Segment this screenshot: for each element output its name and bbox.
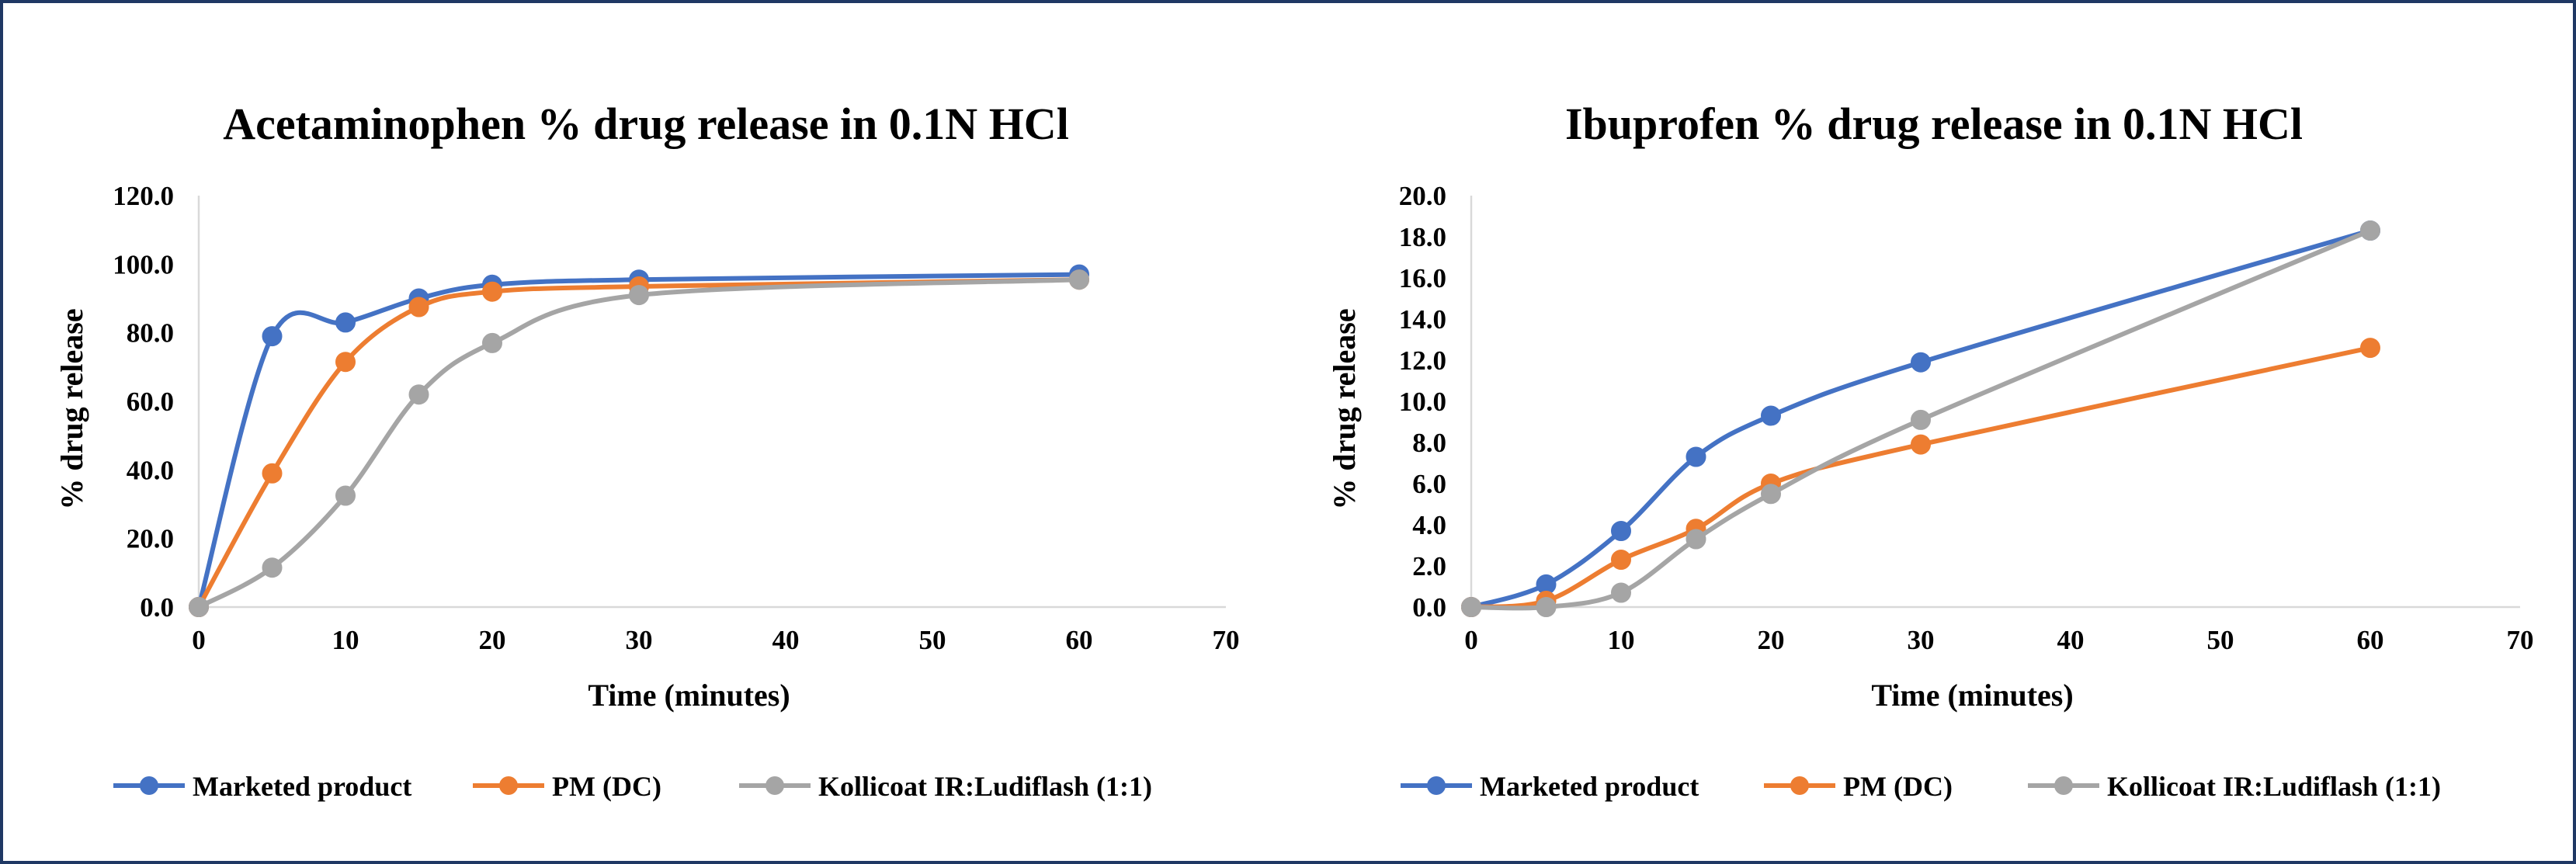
figure-canvas: Acetaminophen % drug release in 0.1N HCl… — [54, 99, 2534, 802]
series-point-1 — [1686, 446, 1706, 467]
x-tick-label: 30 — [1908, 625, 1935, 655]
y-tick-label: 60.0 — [127, 387, 174, 417]
legend-marker-2 — [1790, 776, 1809, 795]
series-point-2 — [408, 297, 429, 317]
y-tick-label: 0.0 — [140, 592, 174, 623]
series-point-2 — [1611, 550, 1631, 570]
series-point-3 — [482, 332, 502, 353]
legend-label-3: Kollicoat IR:Ludiflash (1:1) — [2107, 771, 2441, 802]
series-point-1 — [335, 312, 356, 333]
chart-1: Acetaminophen % drug release in 0.1N HCl… — [54, 99, 1240, 802]
x-tick-label: 60 — [1066, 625, 1093, 655]
y-axis-title: % drug release — [54, 308, 89, 509]
y-tick-label: 12.0 — [1399, 345, 1446, 376]
chart-title: Acetaminophen % drug release in 0.1N HCl — [223, 99, 1069, 149]
legend-label-2: PM (DC) — [552, 771, 661, 802]
series-point-2 — [335, 352, 356, 373]
chart-2: Ibuprofen % drug release in 0.1N HCl 0.0 2… — [1327, 99, 2534, 802]
legend-marker-1 — [140, 776, 158, 795]
x-tick-label: 0 — [1464, 625, 1478, 655]
series-point-3 — [408, 384, 429, 405]
y-tick-label: 4.0 — [1412, 510, 1446, 540]
series-line-3 — [196, 277, 1081, 609]
series-point-3 — [1686, 529, 1706, 550]
series-point-3 — [1761, 484, 1781, 505]
legend-marker-3 — [2054, 776, 2073, 795]
series-point-3 — [1611, 582, 1631, 603]
legend-marker-3 — [766, 776, 784, 795]
x-axis-title: Time (minutes) — [1871, 678, 2073, 713]
chart-title: Ibuprofen % drug release in 0.1N HCl — [1565, 99, 2303, 149]
series-line-1 — [1469, 228, 2373, 609]
y-tick-label: 0.0 — [1412, 592, 1446, 623]
legend-label-1: Marketed product — [193, 771, 411, 802]
x-tick-label: 40 — [2057, 625, 2085, 655]
series-point-2 — [482, 281, 502, 302]
series-line-2 — [1469, 345, 2373, 609]
x-tick-label: 50 — [919, 625, 946, 655]
legend-label-3: Kollicoat IR:Ludiflash (1:1) — [818, 771, 1152, 802]
series-point-3 — [262, 557, 283, 578]
series-point-3 — [1461, 597, 1481, 617]
series-point-1 — [1761, 405, 1781, 426]
series-point-3 — [1069, 269, 1089, 290]
y-tick-label: 14.0 — [1399, 304, 1446, 335]
series-point-3 — [1911, 409, 1931, 430]
x-axis-title: Time (minutes) — [588, 678, 790, 713]
x-tick-label: 10 — [1608, 625, 1635, 655]
legend-label-1: Marketed product — [1480, 771, 1699, 802]
x-tick-label: 40 — [772, 625, 800, 655]
x-tick-label: 70 — [2507, 625, 2534, 655]
y-axis-title: % drug release — [1327, 308, 1362, 509]
y-tick-label: 2.0 — [1412, 551, 1446, 581]
series-point-2 — [2360, 338, 2380, 359]
series-point-3 — [629, 285, 649, 306]
y-tick-label: 6.0 — [1412, 469, 1446, 499]
x-tick-label: 50 — [2207, 625, 2234, 655]
x-tick-label: 20 — [479, 625, 506, 655]
y-tick-label: 8.0 — [1412, 428, 1446, 458]
legend-label-2: PM (DC) — [1843, 771, 1953, 802]
series-point-2 — [262, 463, 283, 484]
series-line-1 — [196, 272, 1081, 609]
series-point-1 — [1911, 352, 1931, 373]
series-point-2 — [1911, 434, 1931, 455]
y-tick-label: 10.0 — [1399, 387, 1446, 417]
x-tick-label: 70 — [1213, 625, 1240, 655]
y-tick-label: 100.0 — [113, 249, 174, 279]
series-line-2 — [196, 277, 1081, 609]
x-tick-label: 20 — [1758, 625, 1785, 655]
y-tick-label: 20.0 — [127, 524, 174, 554]
x-tick-label: 10 — [332, 625, 359, 655]
y-tick-label: 120.0 — [113, 181, 174, 211]
legend-marker-1 — [1427, 776, 1446, 795]
y-tick-label: 40.0 — [127, 455, 174, 485]
x-tick-label: 60 — [2357, 625, 2384, 655]
series-point-3 — [189, 597, 209, 617]
y-tick-label: 18.0 — [1399, 222, 1446, 252]
x-tick-label: 0 — [192, 625, 206, 655]
series-point-1 — [262, 326, 283, 347]
y-tick-label: 80.0 — [127, 318, 174, 349]
series-point-3 — [1536, 597, 1557, 617]
y-tick-label: 20.0 — [1399, 181, 1446, 211]
series-point-3 — [335, 485, 356, 506]
legend-marker-2 — [499, 776, 518, 795]
series-point-3 — [2360, 220, 2380, 241]
series-point-1 — [1611, 521, 1631, 541]
y-tick-label: 16.0 — [1399, 263, 1446, 293]
x-tick-label: 30 — [626, 625, 653, 655]
series-line-3 — [1469, 228, 2373, 611]
